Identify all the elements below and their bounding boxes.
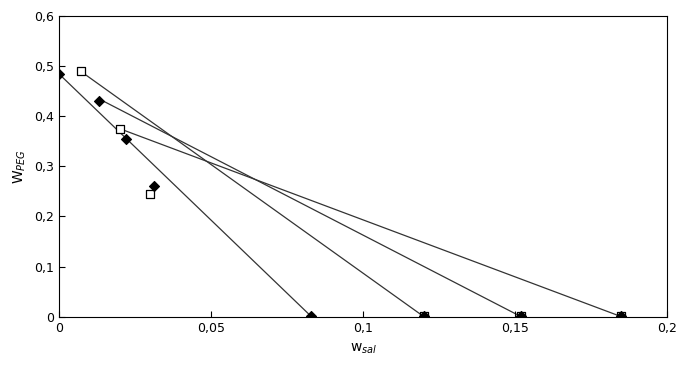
- Point: [418, 313, 429, 319]
- X-axis label: w$_{sal}$: w$_{sal}$: [350, 341, 377, 356]
- Point: [616, 313, 627, 319]
- Point: [616, 313, 627, 319]
- Point: [115, 126, 126, 132]
- Point: [418, 313, 429, 319]
- Point: [515, 313, 526, 319]
- Point: [120, 136, 131, 142]
- Point: [148, 183, 159, 189]
- Point: [306, 313, 317, 319]
- Point: [75, 68, 86, 74]
- Point: [515, 313, 526, 319]
- Point: [94, 98, 105, 104]
- Y-axis label: W$_{PEG}$: W$_{PEG}$: [11, 149, 28, 184]
- Point: [145, 191, 156, 197]
- Point: [54, 71, 65, 77]
